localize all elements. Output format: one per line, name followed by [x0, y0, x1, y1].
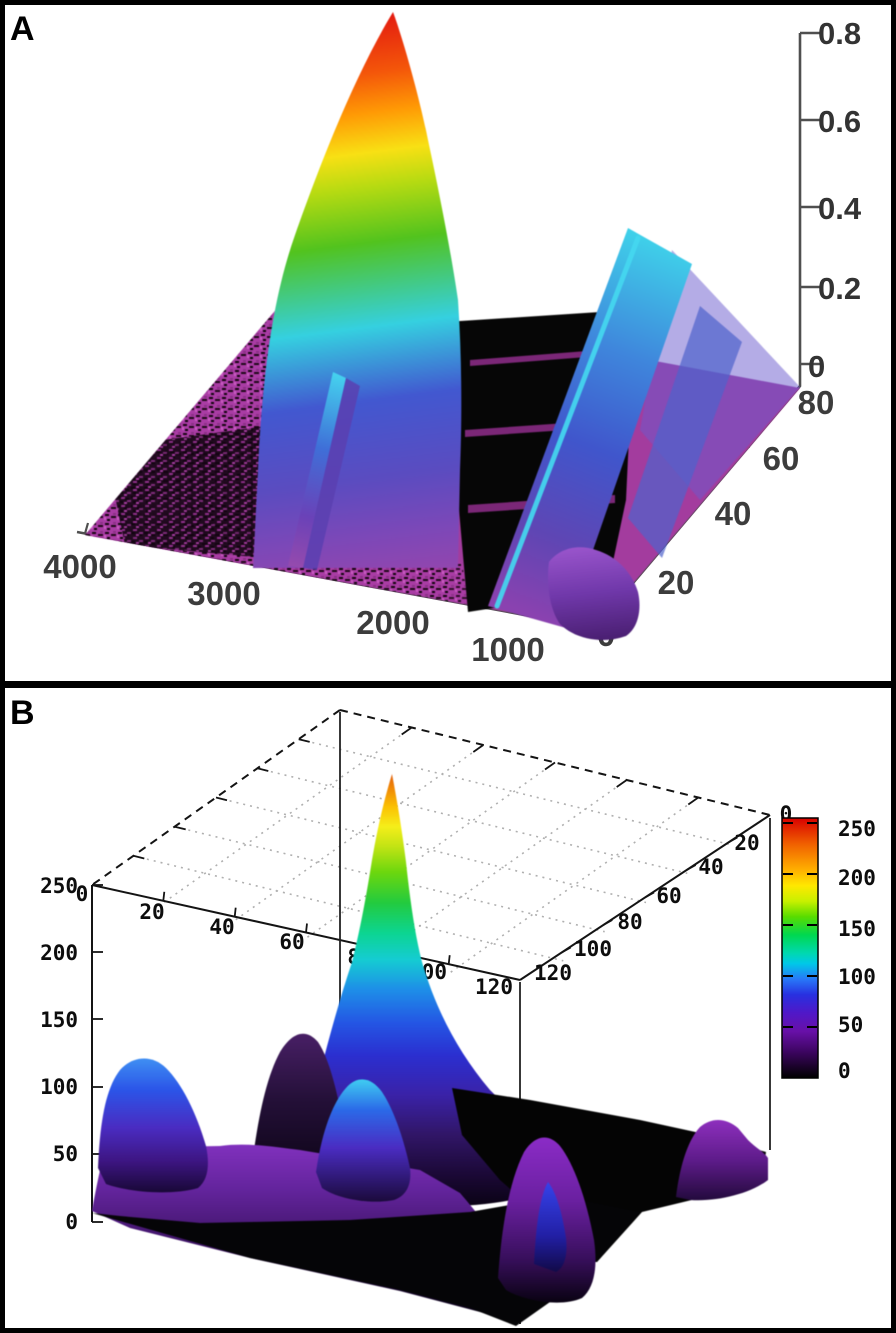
ridge-secondary — [488, 228, 692, 628]
colorbar-ticks — [783, 822, 817, 1028]
y-tick — [602, 919, 613, 926]
b-x-tick-label: 20 — [139, 900, 164, 924]
panel-a-axes: 0.8 0.6 0.4 0.2 0 4000 3000 2000 1000 0 … — [43, 16, 862, 668]
a-x-tick-label: 2000 — [356, 604, 429, 641]
b-y-tick-label: 120 — [534, 961, 572, 985]
panel-a-tick-labels: 0.8 0.6 0.4 0.2 0 4000 3000 2000 1000 0 … — [43, 16, 862, 668]
rear-tick — [133, 854, 145, 860]
left-blue-hill — [98, 1058, 208, 1193]
panel-b: B — [10, 694, 876, 1326]
main-peak — [253, 12, 462, 568]
colorbar-label: 150 — [838, 917, 876, 941]
b-x-tick-label: 60 — [279, 930, 304, 954]
back-right-blue-streak — [628, 306, 742, 558]
b-z-tick-label: 150 — [40, 1008, 78, 1032]
b-x-tick-label: 0 — [76, 882, 89, 906]
a-z-tick-label: 0.4 — [818, 191, 862, 226]
ridge-secondary-crest — [494, 235, 641, 609]
front-cyan-ridge — [288, 372, 346, 568]
rear-tick — [544, 761, 556, 771]
grid-line — [234, 744, 484, 921]
y-tick — [561, 946, 572, 954]
mid-cyan-hill — [316, 1079, 411, 1202]
rear-tick — [401, 726, 413, 736]
a-x-tick-label: 4000 — [43, 548, 116, 585]
rear-tick — [616, 779, 628, 788]
grid-line — [163, 726, 413, 904]
panel-a: A 0.8 0.6 0.4 — [10, 10, 862, 668]
a-z-tick-label: 0.8 — [818, 16, 861, 51]
panel-a-label: A — [10, 10, 35, 48]
a-y-tick-label: 40 — [715, 495, 752, 532]
rear-tick — [687, 796, 699, 806]
a-x-tick-label: 3000 — [187, 575, 260, 612]
panel-divider — [0, 681, 896, 688]
x-tick — [305, 923, 308, 933]
a-z-tick-label: 0.2 — [818, 271, 861, 306]
grid-line — [215, 796, 647, 904]
rear-tick — [257, 767, 269, 772]
b-y-tick-label: 100 — [574, 937, 612, 961]
b-y-tick-label: 60 — [656, 884, 681, 908]
panel-b-surface — [92, 774, 768, 1326]
b-x-tick-label: 120 — [475, 975, 513, 999]
colorbar: 250 200 150 100 50 0 — [781, 817, 876, 1083]
b-x-tick-label: 40 — [209, 915, 234, 939]
y-tick — [686, 864, 697, 871]
y-tick — [644, 891, 655, 899]
rear-tick — [174, 825, 186, 831]
front-purple-mound — [548, 547, 640, 640]
rear-tick — [215, 796, 228, 802]
ceiling-grid — [133, 726, 729, 974]
colorbar-label: 200 — [838, 866, 876, 890]
colorbar-label: 250 — [838, 817, 876, 841]
panel-a-surface — [85, 12, 800, 640]
b-z-tick-label: 0 — [65, 1210, 78, 1234]
colorbar-label: 50 — [838, 1013, 863, 1037]
grid-line — [306, 761, 556, 939]
x-tick — [83, 522, 90, 534]
b-z-tick-label: 200 — [40, 941, 78, 965]
b-y-tick-label: 80 — [617, 910, 642, 934]
a-z-tick-label: 0.6 — [818, 104, 861, 139]
right-purple-mound — [676, 1119, 768, 1201]
b-y-tick-label: 40 — [698, 855, 723, 879]
a-y-tick-label: 20 — [658, 564, 695, 601]
b-z-tick-label: 100 — [40, 1075, 78, 1099]
b-z-tick-label: 250 — [40, 874, 78, 898]
a-z-tick-label: 0 — [808, 349, 825, 384]
grid-line — [257, 767, 688, 875]
a-y-tick-label: 80 — [798, 384, 835, 421]
rear-tick — [472, 744, 484, 753]
valley-streak — [470, 350, 600, 366]
grid-line — [378, 779, 628, 956]
colorbar-label: 0 — [838, 1059, 851, 1083]
front-black-face — [92, 1196, 640, 1326]
black-plateau — [452, 1088, 766, 1262]
front-cyan-ridge-shade — [303, 378, 360, 570]
panel-b-label: B — [10, 694, 35, 732]
b-z-tick-label: 50 — [53, 1142, 78, 1166]
a-x-tick-label: 1000 — [471, 631, 544, 668]
rear-tick — [298, 738, 310, 743]
x-tick — [447, 955, 451, 965]
colorbar-gradient — [781, 817, 819, 1079]
a-y-tick-label: 60 — [763, 440, 800, 477]
blue-streak — [534, 1182, 567, 1272]
panel-b-ticks — [92, 726, 738, 1223]
b-y-tick-label: 20 — [734, 831, 759, 855]
grid-line — [449, 796, 699, 974]
x-tick — [233, 907, 237, 917]
x-tick — [162, 891, 166, 901]
colorbar-label: 100 — [838, 965, 876, 989]
y-tick — [727, 836, 738, 844]
